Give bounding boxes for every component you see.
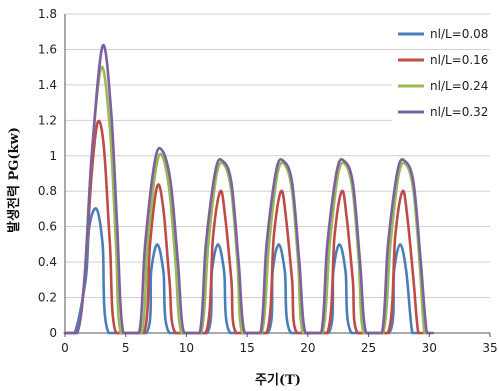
legend-item-bg (392, 103, 498, 121)
x-tick-label: 15 (240, 341, 255, 355)
y-tick-label: 0.2 (38, 291, 57, 305)
legend-label: nl/L=0.24 (430, 79, 488, 93)
legend-label: nl/L=0.32 (430, 105, 488, 119)
y-tick-labels: 0 0.2 0.4 0.6 0.8 1 1.2 1.4 1.6 1.8 (38, 7, 57, 340)
y-tick-label: 1 (49, 149, 57, 163)
y-tick-label: 0 (49, 326, 57, 340)
x-tick-label: 35 (482, 341, 497, 355)
legend: nl/L=0.08 nl/L=0.16 nl/L=0.24 nl/L=0.32 (392, 25, 498, 121)
y-tick-label: 1.2 (38, 113, 57, 127)
legend-item-bg (392, 51, 498, 69)
legend-label: nl/L=0.16 (430, 53, 488, 67)
series-line-4 (63, 43, 435, 335)
legend-item-bg (392, 25, 498, 43)
y-axis-title: 발생전력 PG(kw) (6, 127, 22, 233)
x-tick-label: 5 (122, 341, 130, 355)
x-tick-labels: 0 5 10 15 20 25 30 35 (61, 333, 498, 355)
y-tick-label: 1.8 (38, 7, 57, 21)
legend-item-bg (392, 77, 498, 95)
series-lines (63, 43, 435, 335)
x-tick-label: 10 (179, 341, 194, 355)
legend-label: nl/L=0.08 (430, 27, 488, 41)
y-tick-label: 1.4 (38, 78, 57, 92)
x-tick-label: 25 (361, 341, 376, 355)
y-tick-label: 0.4 (38, 255, 57, 269)
y-tick-label: 1.6 (38, 42, 57, 56)
x-tick-label: 0 (61, 341, 69, 355)
y-tick-label: 0.8 (38, 184, 57, 198)
y-tick-label: 0.6 (38, 220, 57, 234)
x-tick-label: 30 (422, 341, 437, 355)
x-tick-label: 20 (300, 341, 315, 355)
x-axis-title: 주기(T) (255, 373, 301, 388)
